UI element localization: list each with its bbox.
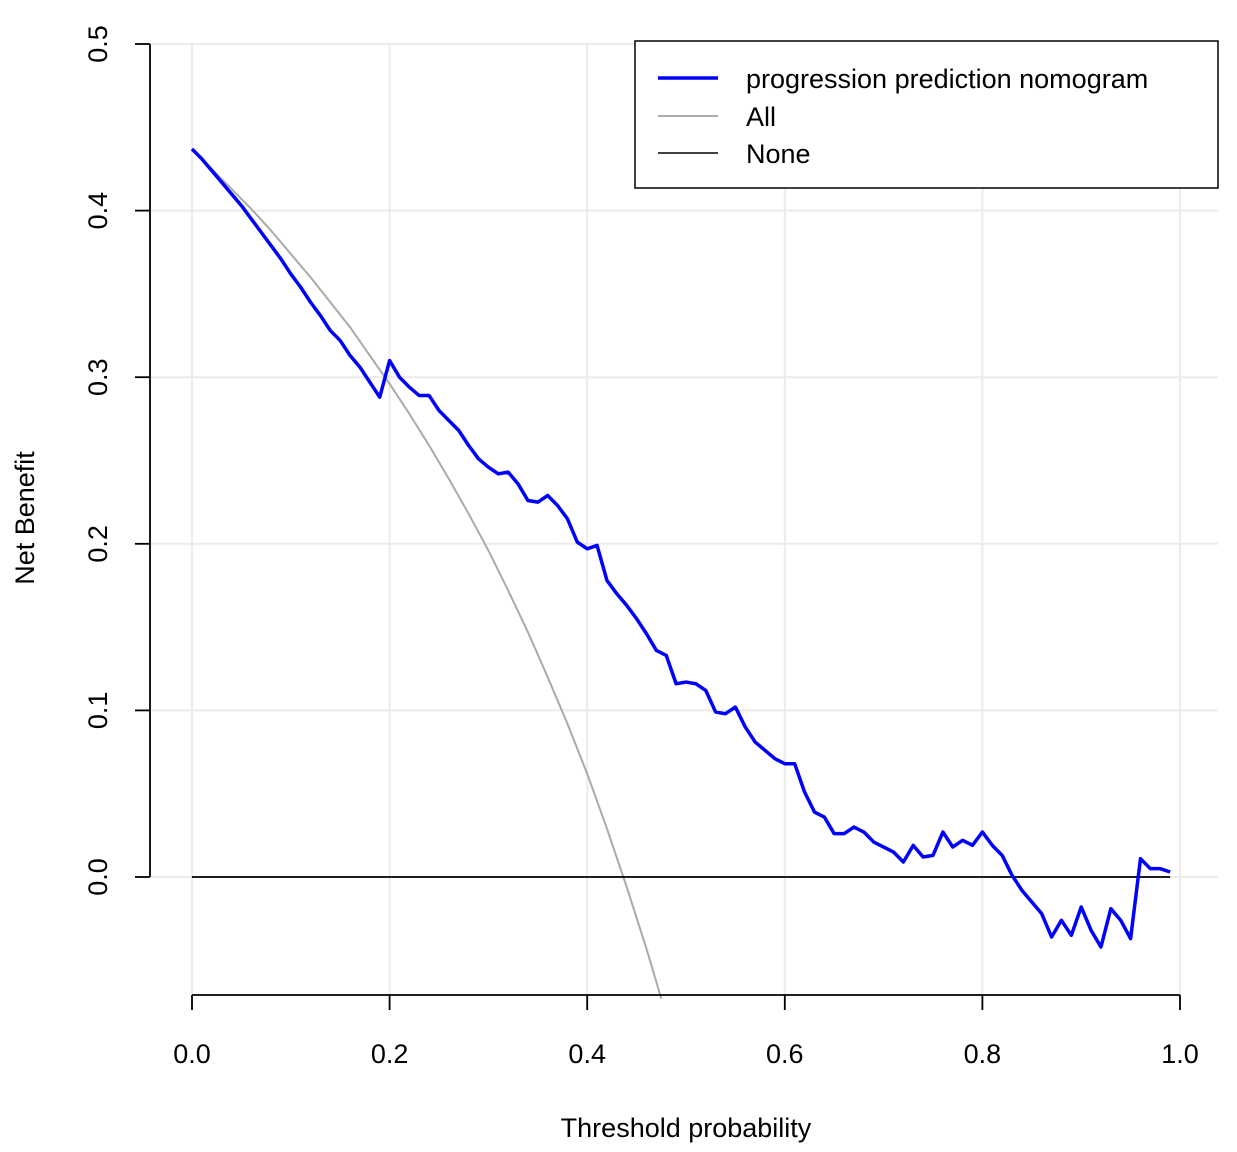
x-tick-label-3: 0.6 bbox=[766, 1039, 804, 1069]
y-tick-label-0: 0.0 bbox=[83, 858, 113, 896]
x-tick-label-0: 0.0 bbox=[173, 1039, 211, 1069]
y-tick-label-4: 0.4 bbox=[83, 192, 113, 230]
y-axis: 0.0 0.1 0.2 0.3 0.4 0.5 bbox=[83, 25, 150, 896]
x-axis: 0.0 0.2 0.4 0.6 0.8 1.0 bbox=[173, 995, 1199, 1069]
series-all bbox=[192, 149, 661, 999]
x-axis-title: Threshold probability bbox=[561, 1113, 812, 1143]
legend-label-nomogram: progression prediction nomogram bbox=[746, 64, 1148, 94]
y-tick-label-5: 0.5 bbox=[83, 25, 113, 63]
legend-label-none: None bbox=[746, 139, 811, 169]
y-tick-label-2: 0.2 bbox=[83, 525, 113, 563]
series-line-1 bbox=[192, 149, 661, 999]
x-tick-label-5: 1.0 bbox=[1161, 1039, 1199, 1069]
y-tick-label-1: 0.1 bbox=[83, 692, 113, 730]
legend-label-all: All bbox=[746, 102, 776, 132]
y-tick-label-3: 0.3 bbox=[83, 358, 113, 396]
series-nomogram bbox=[192, 149, 1170, 947]
grid-lines bbox=[150, 44, 1218, 1010]
series-line-0 bbox=[192, 149, 1170, 947]
y-axis-title: Net Benefit bbox=[10, 451, 40, 585]
x-tick-label-1: 0.2 bbox=[371, 1039, 409, 1069]
legend: progression prediction nomogram All None bbox=[635, 41, 1218, 188]
x-tick-label-4: 0.8 bbox=[964, 1039, 1002, 1069]
x-tick-label-2: 0.4 bbox=[568, 1039, 606, 1069]
